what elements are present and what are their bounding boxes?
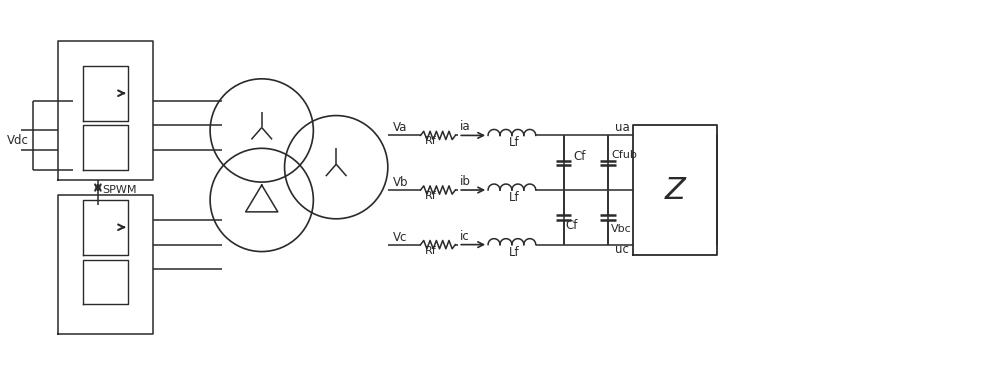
- Text: Vdc: Vdc: [7, 134, 28, 147]
- Text: Vb: Vb: [393, 176, 408, 189]
- Text: Rf: Rf: [425, 136, 436, 146]
- Text: Lf: Lf: [509, 136, 520, 149]
- Text: Z: Z: [665, 176, 686, 204]
- Text: Cf: Cf: [566, 219, 578, 232]
- Text: Rf: Rf: [425, 191, 436, 201]
- Text: Rf: Rf: [425, 246, 436, 256]
- Text: uc: uc: [615, 243, 629, 256]
- Text: Cfub: Cfub: [611, 150, 637, 160]
- Text: Lf: Lf: [509, 191, 520, 204]
- Text: Vc: Vc: [393, 231, 407, 244]
- Text: ia: ia: [460, 121, 471, 134]
- Text: Lf: Lf: [509, 246, 520, 259]
- Text: Vbc: Vbc: [611, 224, 632, 234]
- Text: ic: ic: [460, 230, 470, 243]
- Text: Va: Va: [393, 121, 407, 134]
- Text: ib: ib: [460, 175, 471, 188]
- Text: Cf: Cf: [573, 150, 586, 163]
- Text: ua: ua: [615, 121, 630, 134]
- Text: SPWM: SPWM: [102, 185, 136, 195]
